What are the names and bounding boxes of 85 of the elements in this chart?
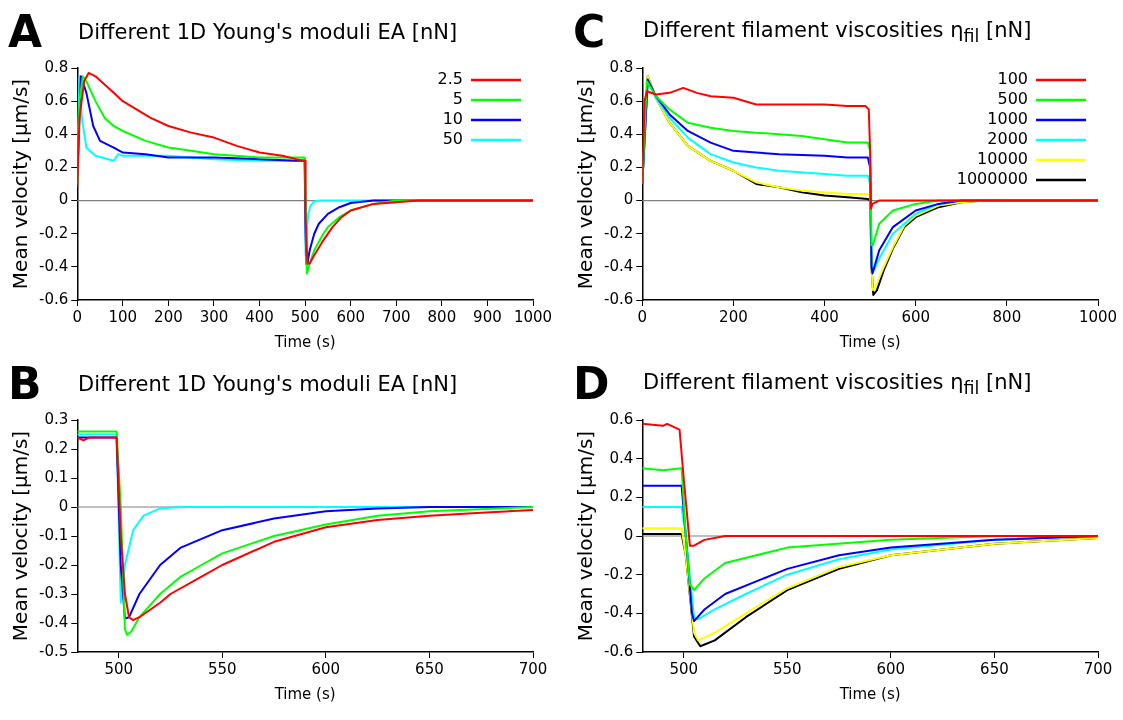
- y-tick-label: 0.8: [609, 57, 634, 76]
- y-tick-label: 0.4: [609, 448, 634, 467]
- x-tick-label: 600: [336, 307, 366, 326]
- x-tick-label: 1000: [513, 307, 553, 326]
- chart-title: Different 1D Young's moduli EA [nN]: [78, 372, 458, 396]
- text: C: [573, 6, 606, 57]
- x-tick-label: 500: [669, 659, 699, 678]
- x-tick-label: 100: [108, 307, 138, 326]
- x-tick-label: 700: [1083, 659, 1113, 678]
- x-tick-label: 600: [901, 307, 931, 326]
- text: D: [573, 358, 610, 409]
- y-tick-label: 0.3: [44, 409, 69, 428]
- legend-label: 500: [997, 89, 1028, 109]
- x-tick-label: 600: [311, 659, 341, 678]
- y-axis-title: Mean velocity [μm/s]: [8, 78, 33, 290]
- y-tick-label: 0.1: [44, 467, 69, 486]
- y-tick-label: 0.2: [44, 157, 69, 176]
- x-tick-label: 900: [473, 307, 502, 326]
- y-axis-title: Mean velocity [μm/s]: [8, 430, 33, 642]
- x-tick-label: 550: [207, 659, 237, 678]
- y-tick-label: -0.4: [38, 256, 69, 275]
- x-tick-label: 500: [104, 659, 134, 678]
- legend-label: 10000: [977, 149, 1028, 169]
- y-tick-label: 0: [623, 190, 634, 209]
- y-tick-label: -0.2: [38, 554, 69, 573]
- y-tick-label: 0.4: [609, 124, 634, 143]
- legend-label: 1000: [987, 109, 1028, 129]
- y-tick-label: -0.4: [603, 256, 634, 275]
- x-axis-title: Time (s): [273, 332, 336, 351]
- y-tick-label: -0.6: [603, 641, 634, 660]
- y-tick-label: 0.8: [44, 57, 69, 76]
- x-axis-title: Time (s): [838, 332, 901, 351]
- x-tick-label: 400: [810, 307, 839, 326]
- x-tick-label: 700: [518, 659, 548, 678]
- y-tick-label: 0.6: [44, 91, 69, 110]
- legend-label: 1000000: [956, 169, 1028, 189]
- x-tick-label: 650: [980, 659, 1009, 678]
- chart-title: Different filament viscosities η$_{fil}$ [nN]: [643, 369, 1032, 399]
- x-tick-label: 200: [154, 307, 183, 326]
- legend-label: 5: [452, 89, 463, 109]
- y-axis-title: Mean velocity [μm/s]: [573, 78, 598, 290]
- x-tick-label: 650: [415, 659, 444, 678]
- legend-label: 10: [442, 109, 463, 129]
- y-tick-label: -0.2: [38, 223, 69, 242]
- y-tick-label: 0: [58, 496, 69, 515]
- y-tick-label: 0.2: [609, 157, 634, 176]
- x-axis-title: Time (s): [273, 684, 336, 703]
- y-tick-label: -0.6: [38, 289, 69, 308]
- legend-label: 2.5: [437, 69, 463, 89]
- y-axis-title: Mean velocity [μm/s]: [573, 430, 598, 642]
- text: B: [8, 358, 42, 409]
- y-tick-label: -0.2: [603, 223, 634, 242]
- y-tick-label: -0.6: [603, 289, 634, 308]
- x-tick-label: 700: [381, 307, 411, 326]
- x-tick-label: 300: [199, 307, 229, 326]
- x-tick-label: 0: [72, 307, 83, 326]
- chart-title: Different filament viscosities η$_{fil}$ [nN]: [643, 17, 1032, 47]
- y-tick-label: -0.3: [38, 583, 69, 602]
- y-tick-label: 0.2: [609, 487, 634, 506]
- y-tick-label: -0.5: [38, 641, 69, 660]
- x-tick-label: 1000: [1078, 307, 1118, 326]
- y-tick-label: 0: [623, 525, 634, 544]
- y-tick-label: 0: [58, 190, 69, 209]
- x-tick-label: 400: [245, 307, 274, 326]
- x-tick-label: 800: [427, 307, 457, 326]
- x-tick-label: 550: [772, 659, 802, 678]
- x-tick-label: 200: [719, 307, 748, 326]
- x-tick-label: 0: [637, 307, 648, 326]
- y-tick-label: -0.1: [38, 525, 69, 544]
- chart-title: Different 1D Young's moduli EA [nN]: [78, 20, 458, 44]
- x-tick-label: 600: [876, 659, 906, 678]
- y-tick-label: -0.4: [38, 612, 69, 631]
- x-tick-label: 500: [290, 307, 320, 326]
- y-tick-label: 0.2: [44, 438, 69, 457]
- y-tick-label: -0.2: [603, 564, 634, 583]
- legend-label: 100: [997, 69, 1028, 89]
- legend-label: 2000: [987, 129, 1028, 149]
- legend-label: 50: [442, 129, 463, 149]
- y-tick-label: 0.6: [609, 409, 634, 428]
- y-tick-label: 0.4: [44, 124, 69, 143]
- y-tick-label: -0.4: [603, 603, 634, 622]
- text: A: [8, 6, 43, 57]
- y-tick-label: 0.6: [609, 91, 634, 110]
- x-axis-title: Time (s): [838, 684, 901, 703]
- x-tick-label: 800: [992, 307, 1022, 326]
